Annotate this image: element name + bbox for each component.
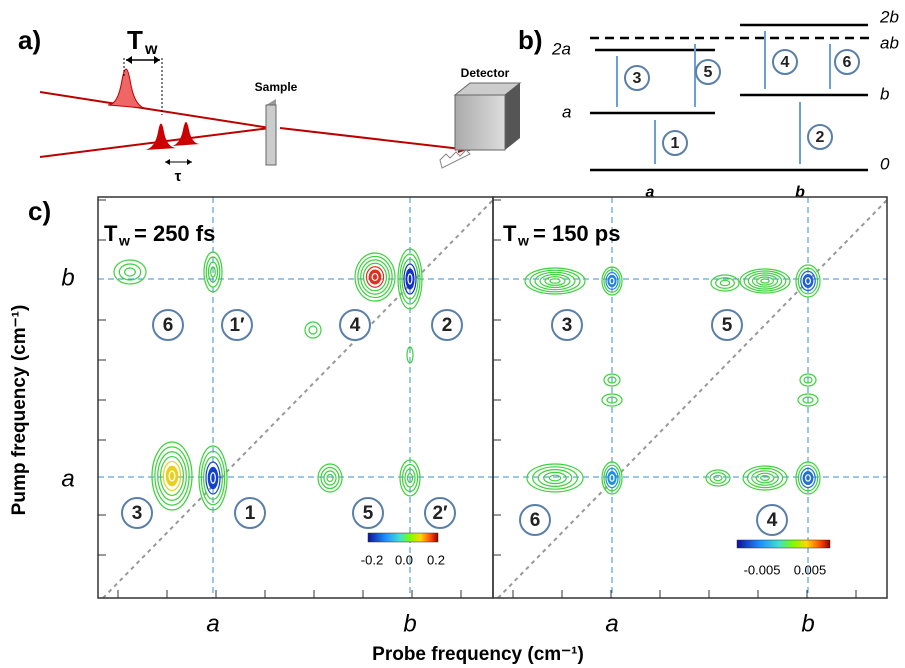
colorbar-tick: -0.2 [361, 552, 383, 567]
contour [408, 274, 412, 284]
y-axis-title: Pump frequency (cm⁻¹) [9, 305, 30, 516]
contour [530, 270, 580, 292]
peak-label: 2′ [432, 503, 448, 524]
peak-label: 3 [633, 70, 642, 87]
contour [305, 322, 321, 338]
contour [757, 277, 774, 285]
contour [549, 475, 560, 481]
delay-subscript: w [118, 233, 130, 249]
contour [610, 278, 614, 284]
level-label: b [880, 84, 889, 103]
peak-label: 1′ [229, 315, 245, 336]
contour [720, 280, 729, 285]
x-tick-label: b [403, 610, 416, 637]
x-tick-label: a [206, 610, 219, 637]
state-label: b [795, 184, 805, 201]
colorbar-tick: -0.005 [744, 562, 781, 577]
peak-label: 2 [816, 129, 825, 146]
colorbar-tick: 0.0 [395, 552, 413, 567]
panel-label: c) [28, 196, 51, 226]
colorbar-tick: 0.005 [794, 562, 827, 577]
delay-symbol: T [127, 25, 143, 55]
delay-value: = 250 fs [134, 221, 215, 246]
contour [211, 473, 216, 484]
detector-label: Detector [461, 66, 510, 80]
contour [806, 475, 811, 481]
peak-label: 4 [350, 315, 361, 336]
colorbar-tick: 0.2 [427, 552, 445, 567]
detector-box [440, 83, 520, 168]
contour [761, 476, 770, 481]
peak-label: 6 [530, 510, 541, 531]
peak-label: 2 [442, 315, 453, 336]
delay-subscript: w [144, 41, 158, 58]
contour [169, 471, 175, 481]
peak-label: 5 [722, 315, 733, 336]
y-tick-label: a [61, 465, 74, 492]
panel-label: b) [518, 25, 543, 55]
sample-label: Sample [255, 80, 298, 94]
level-label: 2a [551, 39, 571, 58]
level-label: ab [880, 33, 899, 52]
contour [710, 473, 726, 484]
contour [545, 277, 565, 286]
contour [806, 278, 811, 284]
figure: a) T w τ Sample Detector b) [0, 0, 905, 668]
colorbar [368, 533, 438, 542]
level-label: 2b [879, 7, 899, 26]
peak-label: 1 [671, 135, 680, 152]
peak-label: 4 [781, 54, 790, 71]
peak-label: 6 [843, 54, 852, 71]
x-tick-label: a [605, 610, 618, 637]
y-tick-label: b [61, 264, 74, 291]
peak-label: 5 [363, 503, 374, 524]
level-label: a [562, 102, 571, 121]
delay-value: = 150 ps [533, 221, 620, 246]
delay-subscript: w [517, 233, 529, 249]
delay-symbol: T [503, 221, 517, 246]
peak-label: 4 [767, 510, 778, 531]
contour [743, 466, 787, 490]
contour [309, 326, 317, 334]
contour [544, 472, 566, 483]
x-tick-label: b [801, 610, 814, 637]
contour [324, 471, 336, 485]
diagonal [498, 200, 887, 598]
contour [761, 279, 769, 283]
contour [610, 475, 614, 481]
peak-label: 6 [163, 315, 174, 336]
colorbar [737, 540, 830, 548]
level-label: 0 [880, 154, 890, 173]
state-label: a [646, 184, 655, 201]
delay-symbol: T [104, 221, 118, 246]
peak-label: 3 [132, 503, 143, 524]
tau-label: τ [175, 168, 182, 185]
contour [125, 268, 136, 276]
contour [756, 473, 774, 483]
contour [527, 464, 583, 492]
sample-plate [266, 99, 276, 165]
x-axis-title: Probe frequency (cm⁻¹) [372, 644, 584, 665]
contour [372, 274, 378, 281]
energy-levels [590, 25, 870, 170]
contour [119, 264, 140, 280]
contour [744, 271, 786, 291]
peak-label: 5 [704, 64, 713, 81]
contour [327, 475, 333, 482]
panel-label: a) [18, 25, 41, 55]
contour [714, 475, 722, 480]
plot-frame [493, 197, 887, 598]
peak-label: 3 [562, 315, 573, 336]
peak-label: 1 [245, 503, 256, 524]
